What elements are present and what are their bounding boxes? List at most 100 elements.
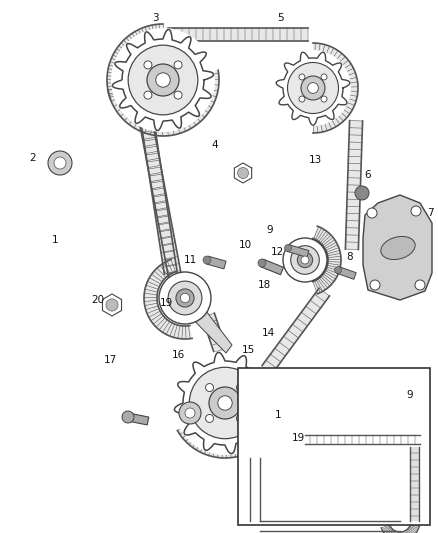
- Circle shape: [128, 45, 198, 115]
- Text: 10: 10: [238, 240, 251, 250]
- Circle shape: [285, 245, 292, 252]
- Text: 5: 5: [277, 13, 283, 23]
- Circle shape: [299, 74, 305, 80]
- Text: 8: 8: [347, 252, 353, 262]
- Circle shape: [174, 91, 182, 99]
- Circle shape: [174, 61, 182, 69]
- Circle shape: [203, 256, 211, 264]
- Circle shape: [302, 455, 308, 461]
- Circle shape: [297, 252, 313, 268]
- Polygon shape: [293, 450, 340, 497]
- Circle shape: [287, 62, 339, 114]
- Text: 1: 1: [275, 410, 281, 420]
- Text: 19: 19: [291, 433, 304, 443]
- Polygon shape: [410, 447, 420, 521]
- Circle shape: [144, 61, 152, 69]
- Circle shape: [411, 206, 421, 216]
- Circle shape: [176, 289, 194, 307]
- Polygon shape: [127, 413, 149, 425]
- Text: 17: 17: [103, 355, 117, 365]
- Circle shape: [258, 259, 266, 267]
- Circle shape: [144, 91, 152, 99]
- Polygon shape: [287, 245, 309, 257]
- Circle shape: [48, 151, 72, 175]
- Polygon shape: [107, 24, 163, 99]
- Circle shape: [205, 384, 214, 392]
- Circle shape: [111, 28, 215, 132]
- Circle shape: [180, 293, 190, 303]
- Polygon shape: [392, 410, 423, 455]
- Text: 3: 3: [152, 13, 158, 23]
- Text: 9: 9: [407, 390, 413, 400]
- Circle shape: [173, 351, 277, 455]
- Circle shape: [185, 408, 195, 418]
- Circle shape: [209, 387, 241, 419]
- Circle shape: [321, 74, 327, 80]
- Polygon shape: [276, 52, 350, 125]
- Polygon shape: [113, 29, 214, 131]
- Polygon shape: [108, 70, 219, 136]
- Circle shape: [168, 281, 202, 315]
- Polygon shape: [278, 431, 318, 485]
- Circle shape: [391, 424, 409, 442]
- Text: 19: 19: [159, 298, 173, 308]
- Circle shape: [367, 208, 377, 218]
- Circle shape: [335, 266, 342, 273]
- Circle shape: [386, 419, 414, 447]
- Polygon shape: [381, 521, 420, 533]
- Polygon shape: [238, 368, 430, 525]
- Circle shape: [218, 396, 232, 410]
- Circle shape: [283, 238, 327, 282]
- Circle shape: [159, 272, 211, 324]
- Polygon shape: [313, 43, 358, 133]
- Polygon shape: [142, 125, 177, 274]
- Circle shape: [301, 76, 325, 100]
- Polygon shape: [174, 352, 276, 454]
- Polygon shape: [173, 290, 232, 353]
- Polygon shape: [337, 266, 356, 279]
- Polygon shape: [168, 28, 308, 41]
- Circle shape: [189, 367, 261, 439]
- Polygon shape: [202, 313, 233, 373]
- Circle shape: [415, 280, 425, 290]
- Polygon shape: [261, 288, 329, 374]
- Circle shape: [237, 415, 244, 423]
- Text: 20: 20: [92, 295, 105, 305]
- Text: 2: 2: [30, 153, 36, 163]
- Circle shape: [299, 96, 305, 102]
- Polygon shape: [363, 195, 432, 300]
- Circle shape: [370, 280, 380, 290]
- Text: 1: 1: [52, 235, 58, 245]
- Text: 7: 7: [427, 208, 433, 218]
- Text: 4: 4: [212, 140, 218, 150]
- Text: 12: 12: [270, 247, 284, 257]
- Ellipse shape: [381, 237, 415, 260]
- Circle shape: [147, 64, 179, 96]
- Circle shape: [237, 384, 244, 392]
- Text: 14: 14: [261, 328, 275, 338]
- Text: 6: 6: [365, 170, 371, 180]
- Circle shape: [106, 299, 118, 311]
- Text: 16: 16: [171, 350, 185, 360]
- Polygon shape: [133, 88, 183, 287]
- Text: 9: 9: [267, 225, 273, 235]
- Polygon shape: [346, 120, 363, 249]
- Text: 13: 13: [308, 155, 321, 165]
- Circle shape: [122, 411, 134, 423]
- Circle shape: [307, 83, 318, 93]
- Circle shape: [397, 431, 403, 435]
- Polygon shape: [313, 226, 341, 294]
- Text: 11: 11: [184, 255, 197, 265]
- Circle shape: [321, 96, 327, 102]
- Circle shape: [395, 428, 405, 438]
- Polygon shape: [261, 259, 283, 274]
- Circle shape: [237, 167, 248, 179]
- Circle shape: [179, 402, 201, 424]
- Circle shape: [299, 451, 311, 464]
- Text: 18: 18: [258, 280, 271, 290]
- Circle shape: [275, 50, 351, 126]
- Circle shape: [287, 440, 323, 476]
- Circle shape: [291, 246, 319, 274]
- Circle shape: [205, 415, 214, 423]
- Polygon shape: [206, 256, 226, 269]
